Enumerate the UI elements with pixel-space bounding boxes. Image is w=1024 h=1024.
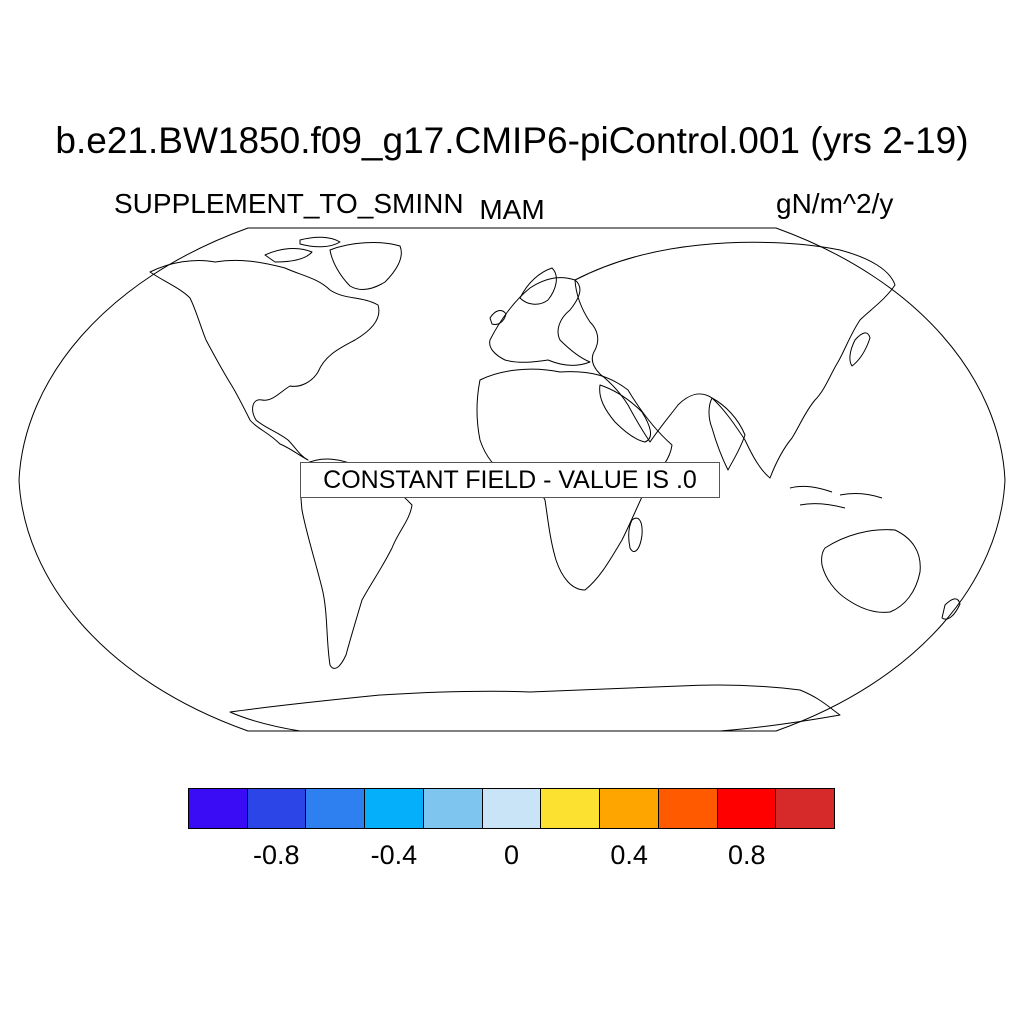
colorbar-segment (482, 789, 542, 828)
coastline-scandinavia (519, 267, 557, 305)
colorbar-tick-label: 0.8 (727, 840, 766, 870)
coastline-arabia (599, 384, 652, 443)
colorbar (188, 788, 835, 829)
coastline-antarctica (229, 684, 841, 732)
colorbar-tick-label: -0.8 (252, 840, 300, 870)
coastline-canadian-arctic (264, 236, 341, 263)
colorbar-segment (247, 789, 307, 828)
coastline-madagascar (628, 517, 643, 552)
colorbar-tick-label: -0.4 (370, 840, 418, 870)
constant-field-notice: CONSTANT FIELD - VALUE IS .0 (300, 462, 720, 498)
coastline-india (708, 397, 746, 471)
colorbar-segment (189, 789, 248, 828)
colorbar-segment (717, 789, 777, 828)
season-label: MAM (479, 194, 545, 225)
coastline-new-zealand (941, 598, 961, 620)
colorbar-segment (541, 789, 601, 828)
colorbar-segment (365, 789, 424, 828)
colorbar-segment (658, 789, 718, 828)
coastline-europe (489, 277, 591, 366)
colorbar-segment (306, 789, 366, 828)
units-label: gN/m^2/y (776, 188, 894, 219)
plot-title: b.e21.BW1850.f09_g17.CMIP6-piControl.001… (55, 120, 969, 161)
coastline-greenland (329, 242, 402, 290)
coastline-japan (849, 332, 871, 367)
colorbar-tick-label: 0.4 (610, 840, 648, 870)
colorbar-segment (776, 789, 835, 828)
coastline-asia (574, 241, 896, 479)
variable-name-label: SUPPLEMENT_TO_SMINN (114, 188, 464, 219)
coastline-british-isles (489, 310, 507, 325)
colorbar-segment (423, 789, 483, 828)
colorbar-tick-label: 0 (503, 840, 520, 870)
coastline-australia (821, 529, 921, 613)
colorbar-segment (600, 789, 659, 828)
coastline-indonesia (789, 485, 883, 509)
coastline-north-america (149, 259, 380, 461)
